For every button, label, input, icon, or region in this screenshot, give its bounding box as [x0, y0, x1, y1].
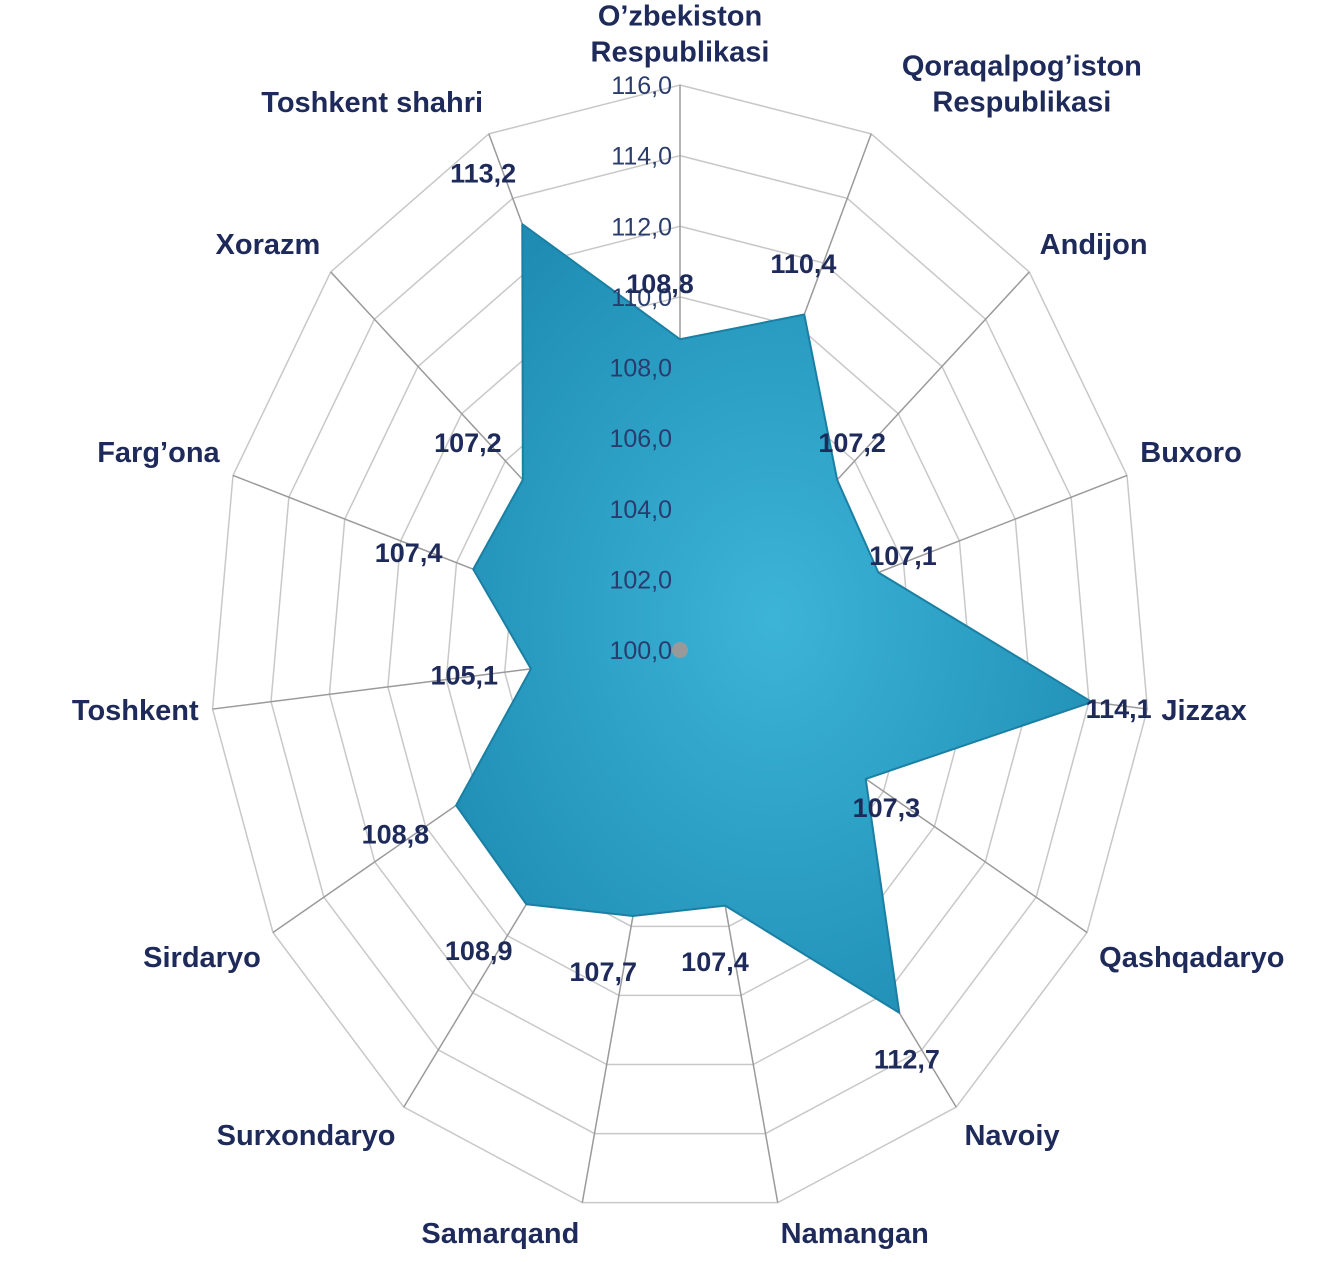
value-label: 107,2 [818, 428, 886, 458]
value-label: 105,1 [430, 661, 498, 691]
value-label: 107,2 [434, 428, 502, 458]
y-tick-label: 114,0 [611, 143, 672, 171]
value-label: 108,9 [445, 936, 513, 966]
y-tick-label: 106,0 [609, 425, 672, 453]
category-label: Namangan [780, 1218, 929, 1251]
data-area [455, 223, 1093, 1014]
category-label: Jizzax [1161, 694, 1247, 727]
value-label: 107,1 [869, 541, 937, 571]
value-label: 107,4 [375, 538, 443, 568]
grid-ring [387, 296, 973, 997]
grid-ring [328, 225, 1032, 1066]
value-label: 107,7 [569, 957, 637, 987]
grid-ring [211, 84, 1149, 1204]
y-tick-label: 108,0 [609, 355, 672, 383]
category-label: Surxondaryo [216, 1120, 396, 1153]
category-label: Navoiy [964, 1120, 1060, 1153]
category-label: Samarqand [421, 1218, 580, 1251]
value-label: 107,3 [853, 793, 921, 823]
category-label: Sirdaryo [143, 941, 261, 974]
y-tick-label: 112,0 [611, 213, 672, 241]
y-tick-label: 100,0 [609, 637, 672, 665]
category-label: Farg’ona [97, 436, 220, 469]
y-tick-label: 116,0 [611, 72, 672, 100]
category-label: Xorazm [215, 228, 321, 261]
y-tick-label: 102,0 [609, 566, 672, 594]
value-label: 108,8 [362, 820, 430, 850]
y-tick-label: 110,0 [611, 284, 672, 312]
category-label: Andijon [1039, 228, 1148, 261]
category-label: Buxoro [1140, 436, 1242, 469]
value-label: 108,8 [626, 269, 694, 299]
category-label: Toshkent shahri [261, 86, 484, 119]
value-label: 107,4 [681, 947, 749, 977]
category-label: Qoraqalpog’iston Respublikasi [901, 50, 1142, 119]
category-label: Toshkent [71, 694, 199, 727]
category-label: Qashqadaryo [1099, 941, 1285, 974]
grid-ring [445, 366, 915, 928]
category-label: O’zbekiston Respublikasi [590, 0, 770, 69]
value-label: 112,7 [874, 1045, 940, 1075]
grid-ring [270, 154, 1090, 1135]
center-dot [672, 642, 688, 658]
value-label: 113,2 [450, 159, 516, 189]
value-label: 110,4 [770, 249, 836, 279]
value-label: 114,1 [1086, 694, 1152, 724]
y-tick-label: 104,0 [609, 496, 672, 524]
